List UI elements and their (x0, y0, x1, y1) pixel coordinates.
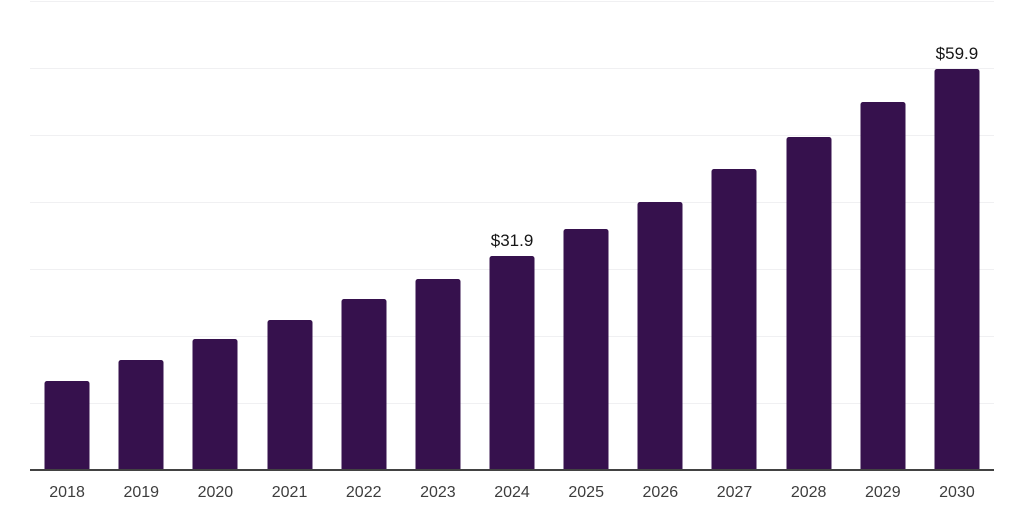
bar-slot-2021 (252, 0, 326, 470)
x-tick-label-2028: 2028 (790, 484, 827, 501)
bar-slot-2026 (623, 0, 697, 470)
bar-slot-2025 (549, 0, 623, 470)
x-tick-label-2024: 2024 (494, 484, 530, 501)
x-tick-label-2018: 2018 (49, 484, 85, 501)
bar-slot-2028 (772, 0, 846, 470)
gridline-y-40 (30, 202, 994, 203)
bar-2021 (267, 319, 313, 470)
bar-2029 (860, 101, 906, 470)
value-label-2030: $59.9 (935, 43, 979, 63)
x-tick-label-2020: 2020 (197, 484, 234, 501)
bar-2028 (786, 137, 832, 470)
x-tick-label-2025: 2025 (568, 484, 604, 501)
bar-slot-2030: $59.9 (920, 0, 994, 470)
bar-slot-2019 (104, 0, 178, 470)
bar-2027 (711, 169, 757, 470)
bar-slot-2024: $31.9 (475, 0, 549, 470)
bar-2020 (192, 339, 238, 470)
x-tick-label-2023: 2023 (420, 484, 456, 501)
bar-2024 (489, 256, 535, 470)
bar-columns: $31.9 $59.9 (30, 0, 994, 470)
bar-slot-2027 (697, 0, 771, 470)
gridline-y-50 (30, 135, 994, 136)
bar-2019 (118, 360, 164, 470)
bar-2030 (934, 68, 980, 470)
x-tick-label-2021: 2021 (271, 484, 308, 501)
x-tick-label-2019: 2019 (123, 484, 160, 501)
bar-2018 (44, 380, 90, 470)
bar-slot-2029 (846, 0, 920, 470)
x-axis-line (30, 469, 994, 471)
x-tick-label-2029: 2029 (865, 484, 901, 501)
bar-slot-2023 (401, 0, 475, 470)
bar-2022 (341, 299, 387, 470)
x-tick-label-2030: 2030 (939, 484, 975, 501)
x-tick-label-2022: 2022 (345, 484, 382, 501)
bar-2025 (563, 228, 609, 470)
value-label-2024: $31.9 (490, 231, 534, 251)
bar-slot-2020 (178, 0, 252, 470)
bar-2026 (637, 202, 683, 470)
plot-area: $31.9 $59.9 (30, 0, 994, 471)
bar-slot-2018 (30, 0, 104, 470)
x-tick-label-2026: 2026 (642, 484, 679, 501)
bar-slot-2022 (327, 0, 401, 470)
bar-2023 (415, 279, 461, 470)
gridline-y-70 (30, 1, 994, 2)
gridline-y-60 (30, 68, 994, 69)
x-axis-tick-labels: 2018 2019 2020 2021 2022 2023 2024 2025 2026 2027… (30, 484, 994, 502)
x-tick-label-2027: 2027 (716, 484, 753, 501)
